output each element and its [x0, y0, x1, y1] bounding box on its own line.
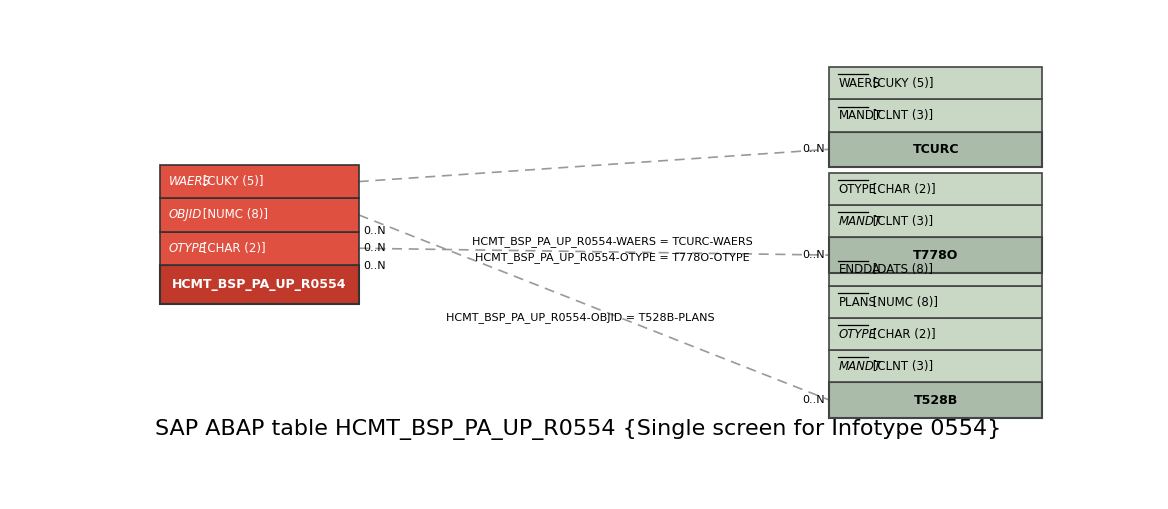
Text: SAP ABAP table HCMT_BSP_PA_UP_R0554 {Single screen for Infotype 0554}: SAP ABAP table HCMT_BSP_PA_UP_R0554 {Sin…	[155, 419, 1001, 440]
Text: 0..N: 0..N	[802, 144, 825, 154]
Bar	[160, 165, 359, 198]
Text: MANDT: MANDT	[839, 360, 882, 373]
Bar	[160, 265, 359, 304]
Text: [CLNT (3)]: [CLNT (3)]	[869, 215, 933, 228]
Text: [CLNT (3)]: [CLNT (3)]	[869, 360, 933, 373]
Text: MANDT: MANDT	[839, 215, 882, 228]
Text: 0..N: 0..N	[363, 243, 385, 253]
Text: OBJID: OBJID	[168, 208, 202, 221]
Text: T778O: T778O	[913, 248, 959, 262]
Bar	[829, 254, 1042, 286]
Text: 0..N: 0..N	[802, 395, 825, 405]
Text: ENDDA: ENDDA	[839, 264, 881, 276]
Bar	[829, 173, 1042, 205]
Text: WAERS: WAERS	[839, 77, 881, 90]
Text: OTYPE: OTYPE	[839, 328, 876, 341]
Bar	[829, 382, 1042, 418]
Text: HCMT_BSP_PA_UP_R0554-OTYPE = T778O-OTYPE: HCMT_BSP_PA_UP_R0554-OTYPE = T778O-OTYPE	[475, 252, 750, 264]
Text: T528B: T528B	[913, 393, 958, 407]
Text: HCMT_BSP_PA_UP_R0554: HCMT_BSP_PA_UP_R0554	[172, 278, 347, 291]
Text: OTYPE: OTYPE	[839, 183, 876, 196]
Text: OTYPE: OTYPE	[168, 242, 207, 254]
Bar	[829, 318, 1042, 350]
Text: MANDT: MANDT	[839, 109, 882, 122]
Text: TCURC: TCURC	[912, 143, 959, 156]
Text: WAERS: WAERS	[168, 175, 210, 188]
Text: 0..N: 0..N	[363, 261, 385, 271]
Text: [CLNT (3)]: [CLNT (3)]	[869, 109, 933, 122]
Bar	[160, 199, 359, 232]
Text: 0..N: 0..N	[363, 225, 385, 236]
Text: [CHAR (2)]: [CHAR (2)]	[869, 328, 936, 341]
Text: [DATS (8)]: [DATS (8)]	[869, 264, 933, 276]
Bar	[829, 67, 1042, 99]
Text: [CUKY (5)]: [CUKY (5)]	[869, 77, 933, 90]
Text: [CHAR (2)]: [CHAR (2)]	[200, 242, 266, 254]
Text: PLANS: PLANS	[839, 296, 876, 308]
Text: [NUMC (8)]: [NUMC (8)]	[869, 296, 938, 308]
Bar	[829, 350, 1042, 382]
Bar	[829, 237, 1042, 273]
Bar	[829, 99, 1042, 132]
Bar	[829, 132, 1042, 167]
Text: [CHAR (2)]: [CHAR (2)]	[869, 183, 936, 196]
Bar	[829, 205, 1042, 237]
Text: [CUKY (5)]: [CUKY (5)]	[200, 175, 264, 188]
Text: HCMT_BSP_PA_UP_R0554-WAERS = TCURC-WAERS: HCMT_BSP_PA_UP_R0554-WAERS = TCURC-WAERS	[472, 236, 752, 247]
Bar	[160, 232, 359, 265]
Bar	[829, 286, 1042, 318]
Text: HCMT_BSP_PA_UP_R0554-OBJID = T528B-PLANS: HCMT_BSP_PA_UP_R0554-OBJID = T528B-PLANS	[446, 312, 715, 323]
Text: [NUMC (8)]: [NUMC (8)]	[200, 208, 269, 221]
Text: 0..N: 0..N	[802, 250, 825, 260]
